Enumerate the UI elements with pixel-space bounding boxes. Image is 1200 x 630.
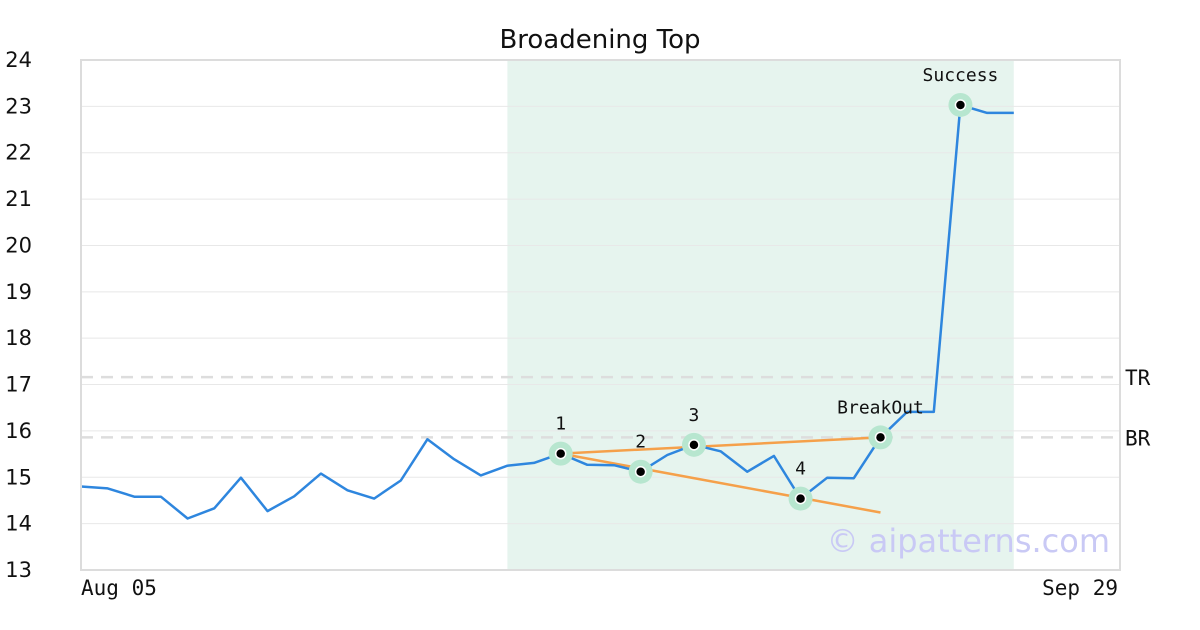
pattern-point-marker (874, 431, 887, 444)
y-tick-label: 21 (5, 187, 32, 211)
x-tick-label: Aug 05 (81, 576, 157, 600)
y-tick-label: 19 (5, 280, 32, 304)
y-tick-label: 13 (5, 558, 32, 582)
pattern-point-marker (794, 492, 807, 505)
plot-frame (80, 59, 1121, 571)
pattern-point-label: 1 (555, 414, 566, 435)
y-tick-label: 18 (5, 326, 32, 350)
x-tick-label: Sep 29 (1042, 576, 1118, 600)
pattern-point-marker (954, 99, 967, 111)
chart-title: Broadening Top (499, 25, 700, 55)
trendline (560, 436, 881, 455)
y-tick-label: 14 (5, 512, 32, 536)
y-tick-label: 22 (5, 141, 32, 165)
pattern-point-label: Success (923, 65, 999, 86)
pattern-point-label: 4 (795, 459, 806, 480)
y-tick-label: 15 (5, 465, 32, 489)
level-label-tr: TR (1125, 366, 1151, 390)
y-tick-label: 17 (5, 373, 32, 397)
pattern-point-label: BreakOut (837, 397, 924, 418)
y-tick-label: 24 (5, 48, 32, 72)
y-tick-label: 16 (5, 419, 32, 443)
pattern-highlight-band (507, 60, 1014, 570)
pattern-point-label: 2 (635, 432, 646, 453)
pattern-point-marker (554, 447, 567, 460)
y-tick-label: 23 (5, 94, 32, 118)
pattern-point-marker (634, 465, 647, 478)
pattern-point-marker (688, 439, 700, 451)
pattern-point-label: 3 (689, 405, 700, 426)
watermark-text: © aipatterns.com (827, 522, 1110, 560)
trendline (560, 452, 881, 514)
y-tick-label: 20 (5, 233, 32, 257)
level-label-br: BR (1125, 426, 1151, 450)
price-series-line (80, 103, 1014, 520)
